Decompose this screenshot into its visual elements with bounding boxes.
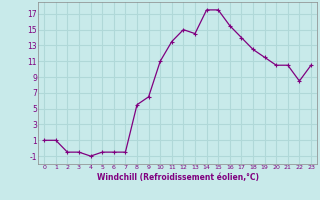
- X-axis label: Windchill (Refroidissement éolien,°C): Windchill (Refroidissement éolien,°C): [97, 173, 259, 182]
